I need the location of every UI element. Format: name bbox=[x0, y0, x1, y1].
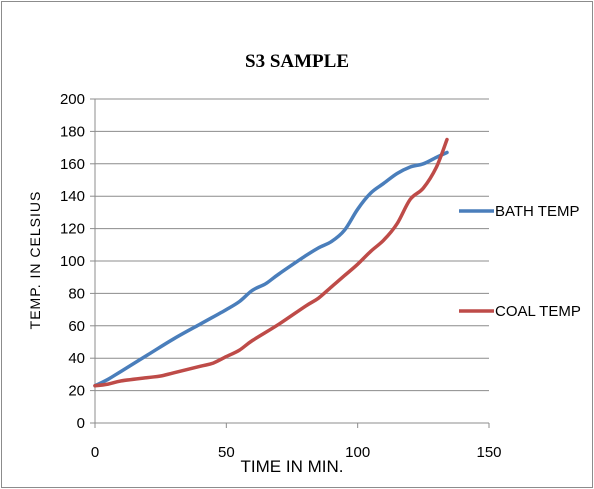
y-tick-label: 140 bbox=[60, 188, 85, 205]
x-tick-label: 100 bbox=[345, 444, 370, 461]
x-axis-label: TIME IN MIN. bbox=[241, 457, 344, 476]
y-axis-label: TEMP. IN CELSIUS bbox=[27, 191, 43, 330]
y-tick-label: 120 bbox=[60, 221, 85, 238]
chart-title: S3 SAMPLE bbox=[245, 51, 349, 72]
series-line-coal-temp bbox=[93, 137, 449, 388]
y-tick-label: 60 bbox=[68, 318, 85, 335]
y-tick-label: 40 bbox=[68, 350, 85, 367]
y-tick-label: 200 bbox=[60, 91, 85, 108]
y-tick-labels: 0 20 40 60 80 100 120 140 160 180 200 bbox=[60, 91, 95, 432]
y-tick-label: 20 bbox=[68, 383, 85, 400]
x-tick-labels: 0 50 100 150 bbox=[91, 423, 502, 461]
x-tick-label: 150 bbox=[476, 444, 501, 461]
legend-label: BATH TEMP bbox=[495, 203, 579, 220]
y-tick-label: 180 bbox=[60, 123, 85, 140]
x-tick-label: 50 bbox=[218, 444, 235, 461]
y-tick-label: 0 bbox=[77, 415, 85, 432]
legend-label: COAL TEMP bbox=[495, 303, 581, 320]
series-lines bbox=[93, 137, 449, 388]
y-tick-label: 100 bbox=[60, 253, 85, 270]
y-tick-label: 160 bbox=[60, 156, 85, 173]
y-tick-label: 80 bbox=[68, 285, 85, 302]
x-tick-label: 0 bbox=[91, 444, 99, 461]
gridlines bbox=[95, 98, 489, 392]
series-line-bath-temp bbox=[93, 150, 449, 388]
legend: BATH TEMP COAL TEMP bbox=[459, 203, 581, 320]
